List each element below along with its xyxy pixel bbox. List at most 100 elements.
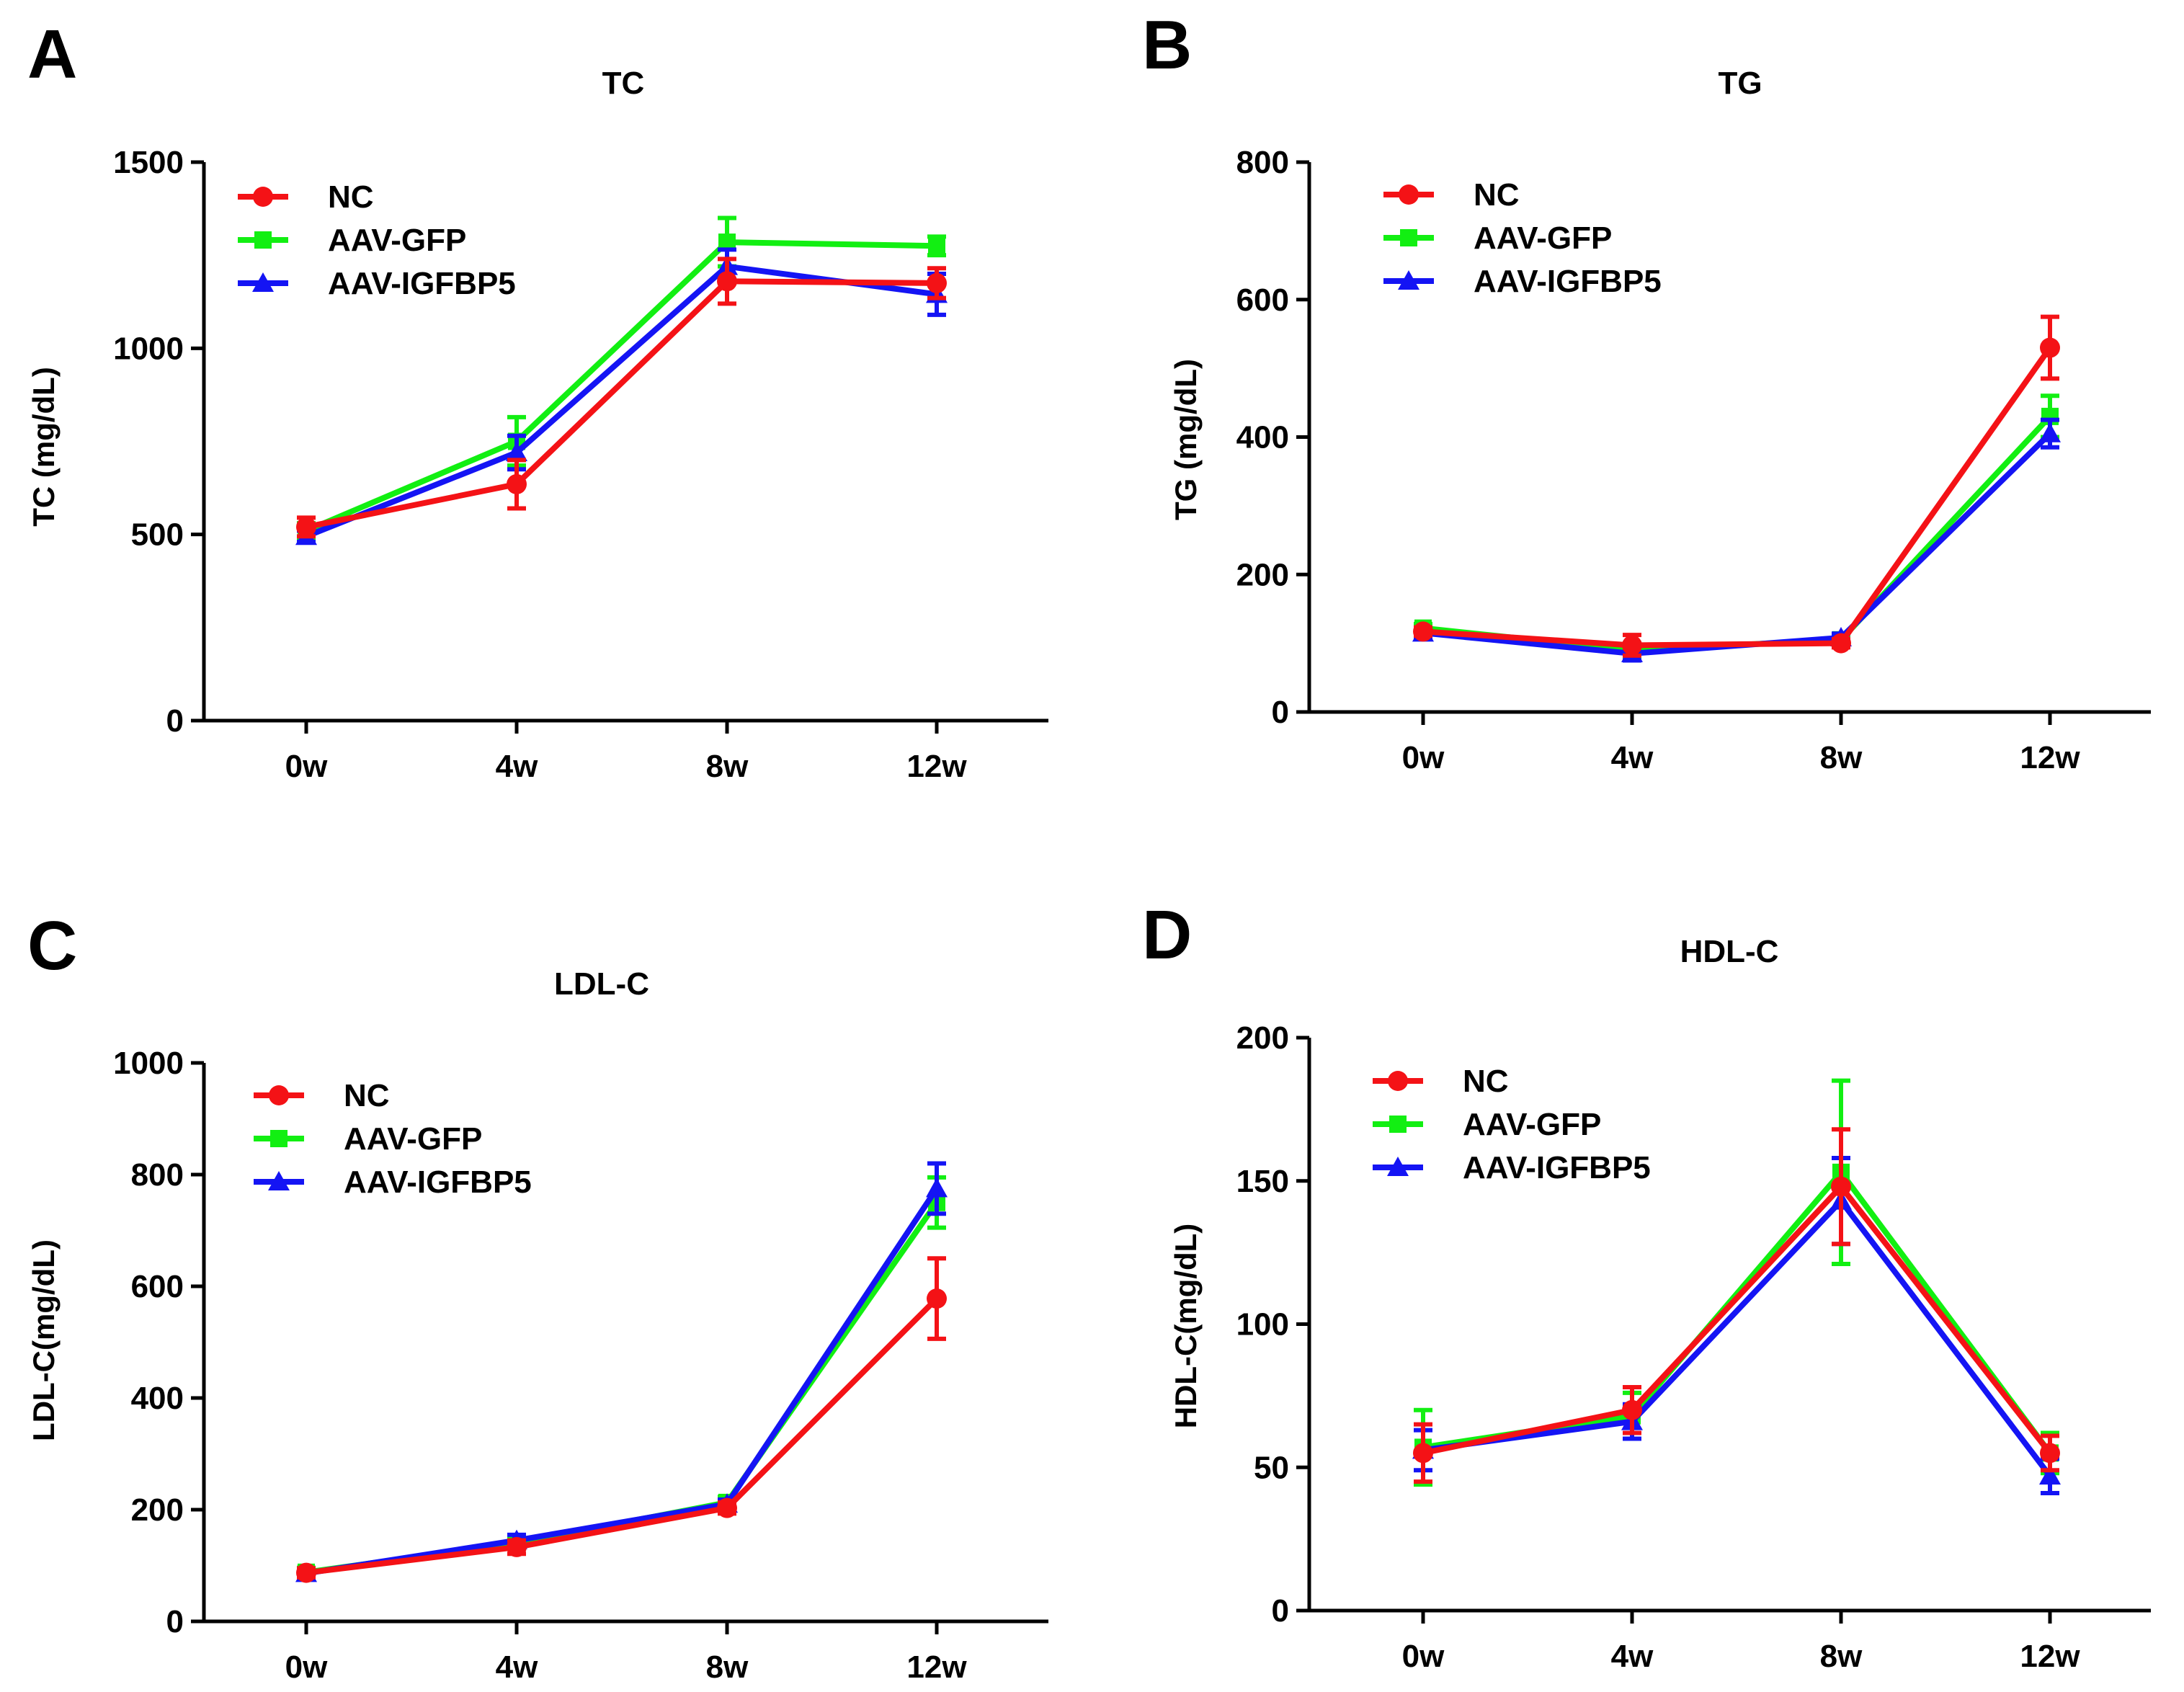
panel-d-y-tick-label: 0	[1272, 1593, 1289, 1629]
panel-c-series-aav-gfp-line	[306, 1201, 940, 1575]
panel-b-legend-aav-gfp-marker	[1400, 229, 1417, 246]
panel-d-y-tick-label: 150	[1236, 1164, 1289, 1199]
panel-a-legend-aav-igfbp5-label: AAV-IGFBP5	[328, 266, 516, 301]
panel-b-series-aav-igfbp5-point	[2039, 422, 2061, 442]
panel-c-title: LDL-C	[554, 966, 649, 1002]
panel-b-y-tick-label: 600	[1236, 282, 1289, 318]
panel-d-legend-nc-marker	[1388, 1071, 1408, 1091]
panel-a-legend-nc-label: NC	[328, 179, 374, 215]
panel-b-series-aav-gfp-line	[1422, 414, 2052, 654]
panel-c-legend-aav-gfp-marker	[270, 1130, 288, 1147]
panel-d-legend-aav-igfbp5-label: AAV-IGFBP5	[1463, 1150, 1651, 1185]
panel-a-series-aav-gfp-line	[305, 239, 937, 534]
panel-a-series-aav-igfbp5-line	[305, 263, 937, 539]
panel-b-series-aav-igfbp5-line	[1422, 431, 2052, 656]
panel-b-series-nc-point	[1622, 635, 1642, 656]
panel-a-x-tick-label: 0w	[285, 749, 328, 784]
panel-c-series-aav-igfbp5-point	[926, 1177, 948, 1198]
panel-a-series-nc-point	[717, 271, 737, 292]
panel-d-series-nc	[1413, 1127, 2060, 1484]
panel-b-x-tick-label: 0w	[1402, 740, 1445, 775]
panel-b-legend-aav-igfbp5-marker	[1398, 270, 1419, 290]
panel-b-y-axis-label: TG (mg/dL)	[1169, 359, 1203, 520]
panel-d-x-tick-label: 8w	[1820, 1639, 1863, 1674]
panel-b-x-tick-label: 12w	[2020, 740, 2080, 775]
panel-b-series-nc-line	[1422, 346, 2053, 649]
panel-d-y-tick-label: 200	[1236, 1020, 1289, 1056]
panel-c: C LDL-C LDL-C(mg/dL) 0 200 400 600 800 1000 0w 4w 8…	[27, 907, 1048, 1685]
panel-b-letter: B	[1142, 6, 1192, 84]
panel-c-series-nc-point	[507, 1536, 527, 1557]
panel-c-y-tick-label: 400	[131, 1381, 184, 1416]
panel-b-series-nc	[1413, 314, 2060, 658]
panel-d-series-nc-point	[1831, 1176, 1851, 1197]
panel-d-title: HDL-C	[1680, 934, 1779, 969]
panel-d-x-tick-label: 12w	[2020, 1639, 2080, 1674]
panel-d-legend-aav-gfp-label: AAV-GFP	[1463, 1107, 1601, 1142]
panel-a-y-tick-label: 1000	[113, 331, 184, 366]
panel-a-y-tick-label: 500	[131, 517, 184, 553]
panel-a-series-nc-point	[296, 517, 316, 538]
panel-b-legend-nc-label: NC	[1474, 177, 1520, 213]
panel-a-y-tick-label: 1500	[113, 145, 184, 180]
panel-d-y-tick-label: 50	[1254, 1450, 1289, 1485]
panel-a-x-tick-label: 8w	[706, 749, 749, 784]
panel-d-y-axis-label: HDL-C(mg/dL)	[1169, 1224, 1203, 1429]
panel-d-legend-aav-gfp-marker	[1389, 1116, 1407, 1133]
panel-a-series-aav-igfbp5-point	[506, 442, 527, 461]
panel-d-legend-nc-label: NC	[1463, 1064, 1509, 1099]
panel-a-y-tick-label: 0	[166, 703, 184, 739]
panel-c-series-nc-line	[306, 1296, 939, 1576]
panel-b-y-tick-label: 200	[1236, 557, 1289, 592]
panel-c-legend-aav-gfp-label: AAV-GFP	[344, 1121, 482, 1157]
panel-d-y-tick-label: 100	[1236, 1307, 1289, 1343]
panel-a-series-nc	[296, 257, 947, 539]
panel-c-legend-aav-igfbp5-marker	[268, 1171, 290, 1190]
panel-c-y-tick-label: 1000	[113, 1046, 184, 1081]
panel-c-y-tick-label: 800	[131, 1157, 184, 1193]
panel-d-series-aav-igfbp5-point	[2039, 1465, 2061, 1485]
panel-c-series-nc	[296, 1256, 947, 1583]
panel-c-series-nc-point	[296, 1562, 316, 1583]
panel-a-legend-aav-igfbp5-marker	[252, 272, 274, 292]
panel-c-y-tick-label: 0	[166, 1604, 184, 1639]
panel-b-series-nc-point	[1413, 621, 1433, 642]
panel-b-y-tick-label: 800	[1236, 145, 1289, 180]
panel-c-series-nc-point	[927, 1288, 947, 1309]
panel-c-legend-aav-igfbp5-label: AAV-IGFBP5	[344, 1165, 532, 1200]
panel-a-series-nc-point	[507, 473, 527, 494]
panel-d-series-nc-point	[2040, 1443, 2060, 1464]
panel-c-y-tick-label: 200	[131, 1492, 184, 1528]
panel-d-series-nc-line	[1422, 1183, 2053, 1456]
panel-a-legend-aav-gfp-marker	[254, 231, 272, 249]
panel-d-series-aav-igfbp5-line	[1422, 1198, 2053, 1478]
panel-c-x-tick-label: 4w	[496, 1649, 538, 1685]
panel-b-legend-aav-gfp-label: AAV-GFP	[1474, 221, 1612, 256]
panel-a-x-tick-label: 12w	[906, 749, 967, 784]
panel-b-y-tick-label: 0	[1272, 695, 1289, 730]
panel-c-x-tick-label: 12w	[906, 1649, 967, 1685]
panel-d-series-aav-igfbp5	[1412, 1155, 2061, 1496]
panel-b-legend-nc-marker	[1399, 184, 1419, 205]
panel-c-series-aav-igfbp5	[295, 1161, 948, 1582]
panel-d-x-tick-label: 4w	[1611, 1639, 1654, 1674]
panel-a-legend-nc-marker	[253, 187, 273, 207]
panel-a-legend-aav-gfp-label: AAV-GFP	[328, 223, 466, 258]
panel-a-series-nc-point	[927, 272, 947, 293]
panel-b-x-tick-label: 8w	[1820, 740, 1863, 775]
panel-a-x-tick-label: 4w	[496, 749, 538, 784]
panel-c-series-aav-igfbp5-line	[306, 1187, 940, 1577]
panel-b-title: TG	[1718, 66, 1762, 101]
panel-b-series-nc-point	[2040, 337, 2060, 358]
panel-b-y-tick-label: 400	[1236, 420, 1289, 455]
panel-c-letter: C	[27, 907, 77, 984]
panel-d-series-nc-point	[1622, 1399, 1642, 1420]
panel-a-series-nc-line	[306, 278, 937, 530]
panel-c-legend-nc-marker	[269, 1085, 289, 1105]
panel-c-x-tick-label: 8w	[706, 1649, 749, 1685]
panel-b-legend-aav-igfbp5-label: AAV-IGFBP5	[1474, 264, 1662, 299]
panel-c-x-tick-label: 0w	[285, 1649, 328, 1685]
panel-a-y-axis-label: TC (mg/dL)	[27, 367, 61, 527]
panel-b: B TG TG (mg/dL) 0 200 400 600 800 0w 4w 8w 12w NC AAV…	[1142, 6, 2151, 775]
